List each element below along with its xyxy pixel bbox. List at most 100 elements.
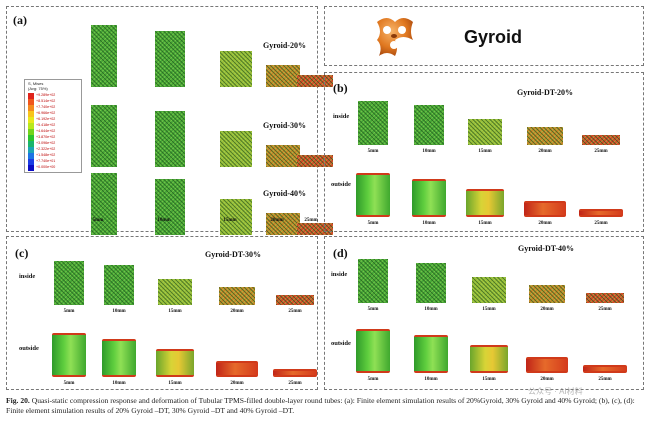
inner-lattice-sample xyxy=(276,295,314,305)
outer-tube-sample xyxy=(470,345,508,373)
legend-color-band xyxy=(28,93,34,99)
row-label-inside: inside xyxy=(331,271,348,278)
gyroid-title: Gyroid xyxy=(464,27,523,47)
inner-lattice-sample xyxy=(529,285,565,303)
inner-lattice-sample xyxy=(416,263,446,303)
displacement-label: 20mm xyxy=(230,309,244,314)
legend-title-line-2: (Avg: 75%) xyxy=(28,85,48,91)
displacement-label: 20mm xyxy=(538,221,552,226)
panel-d-title: Gyroid-DT-40% xyxy=(518,244,575,253)
displacement-label: 15mm xyxy=(482,377,496,382)
displacement-label: 10mm xyxy=(424,307,438,312)
outer-tube-sample xyxy=(414,335,448,373)
legend-tick-label: +0.000e+00 xyxy=(36,165,56,169)
displacement-label: 5mm xyxy=(367,377,379,382)
displacement-label: 10mm xyxy=(422,149,436,154)
displacement-label: 20mm xyxy=(540,377,554,382)
panel-c: (c) Gyroid-DT-30% inside outside 5mm 10mm… xyxy=(6,236,318,390)
inner-lattice-sample xyxy=(582,135,620,145)
displacement-label: 20mm xyxy=(538,149,552,154)
outer-tube-sample xyxy=(156,349,194,377)
panel-c-title: Gyroid-DT-30% xyxy=(205,250,262,259)
displacement-label: 25mm xyxy=(594,221,608,226)
legend-tick-label: +1.548e+02 xyxy=(36,153,56,157)
gyroid-unit-cell-icon xyxy=(377,18,413,56)
legend-color-band xyxy=(28,129,34,135)
row-label-inside: inside xyxy=(333,113,350,120)
lattice-sample xyxy=(266,213,300,235)
watermark-text: 公众号 · AI材料 xyxy=(528,387,583,396)
legend-tick-label: +9.289e+02 xyxy=(36,93,56,97)
displacement-label: 5mm xyxy=(92,218,104,223)
legend-title-line-1: S, Mises xyxy=(28,81,44,86)
legend-color-band xyxy=(28,153,34,159)
caption-text: Quasi-static compression response and de… xyxy=(6,396,635,415)
displacement-label: 5mm xyxy=(63,381,75,386)
gyroid-header-panel: Gyroid xyxy=(324,6,644,66)
lattice-sample xyxy=(266,65,300,87)
outer-tube-sample xyxy=(356,329,390,373)
displacement-label: 20mm xyxy=(230,381,244,386)
legend-color-band xyxy=(28,99,34,105)
displacement-label: 15mm xyxy=(482,307,496,312)
outer-tube-sample xyxy=(466,189,504,217)
lattice-sample xyxy=(91,25,117,87)
row-label-outside: outside xyxy=(331,340,351,347)
figure-caption: Fig. 20. Quasi-static compression respon… xyxy=(6,396,646,416)
displacement-label: 20mm xyxy=(270,218,284,223)
displacement-label: 10mm xyxy=(422,221,436,226)
inner-lattice-sample xyxy=(472,277,506,303)
lattice-sample xyxy=(155,31,185,87)
displacement-label: 15mm xyxy=(168,381,182,386)
panel-a-label: (a) xyxy=(13,13,27,27)
displacement-label: 10mm xyxy=(112,309,126,314)
displacement-label: 20mm xyxy=(540,307,554,312)
caption-label: Fig. 20. xyxy=(6,396,30,405)
legend-color-band xyxy=(28,105,34,111)
lattice-sample xyxy=(155,111,185,167)
lattice-sample xyxy=(220,199,252,235)
legend-color-band xyxy=(28,111,34,117)
inner-lattice-sample xyxy=(219,287,255,305)
row-title: Gyroid-30% xyxy=(263,121,306,130)
inner-lattice-sample xyxy=(54,261,84,305)
lattice-sample xyxy=(91,173,117,235)
row-label-outside: outside xyxy=(19,345,39,352)
displacement-label: 25mm xyxy=(288,381,302,386)
legend-tick-label: +3.870e+02 xyxy=(36,135,56,139)
legend-tick-label: +8.514e+02 xyxy=(36,99,56,103)
legend-color-band xyxy=(28,159,34,165)
panel-b: (b) Gyroid-DT-20% inside outside 5mm 10mm… xyxy=(324,72,644,232)
displacement-label: 10mm xyxy=(424,377,438,382)
outer-tube-sample xyxy=(412,179,446,217)
inner-lattice-sample xyxy=(586,293,624,303)
inner-lattice-sample xyxy=(104,265,134,305)
inner-lattice-sample xyxy=(468,119,502,145)
displacement-label: 5mm xyxy=(63,309,75,314)
legend-color-band xyxy=(28,147,34,153)
inner-lattice-sample xyxy=(158,279,192,305)
row-label-inside: inside xyxy=(19,273,36,280)
panel-c-label: (c) xyxy=(15,246,29,260)
lattice-sample xyxy=(220,131,252,167)
lattice-sample xyxy=(220,51,252,87)
panel-a: (a) S, Mises (Avg: 75%) +9.289e+02 +8.514… xyxy=(6,6,333,235)
displacement-label: 25mm xyxy=(598,307,612,312)
legend-color-band xyxy=(28,141,34,147)
displacement-label: 25mm xyxy=(288,309,302,314)
inner-lattice-sample xyxy=(414,105,444,145)
row-title: Gyroid-20% xyxy=(263,41,306,50)
outer-tube-sample xyxy=(273,369,317,377)
displacement-label: 25mm xyxy=(598,377,612,382)
outer-tube-sample xyxy=(52,333,86,377)
displacement-label: 5mm xyxy=(367,221,379,226)
displacement-label: 25mm xyxy=(594,149,608,154)
displacement-label: 15mm xyxy=(223,218,237,223)
inner-lattice-sample xyxy=(358,101,388,145)
legend-tick-label: +7.740e+01 xyxy=(36,159,56,163)
lattice-sample xyxy=(266,145,300,167)
inner-lattice-sample xyxy=(358,259,388,303)
row-label-outside: outside xyxy=(331,181,351,188)
panel-d-label: (d) xyxy=(333,246,348,260)
lattice-sample xyxy=(155,179,185,235)
